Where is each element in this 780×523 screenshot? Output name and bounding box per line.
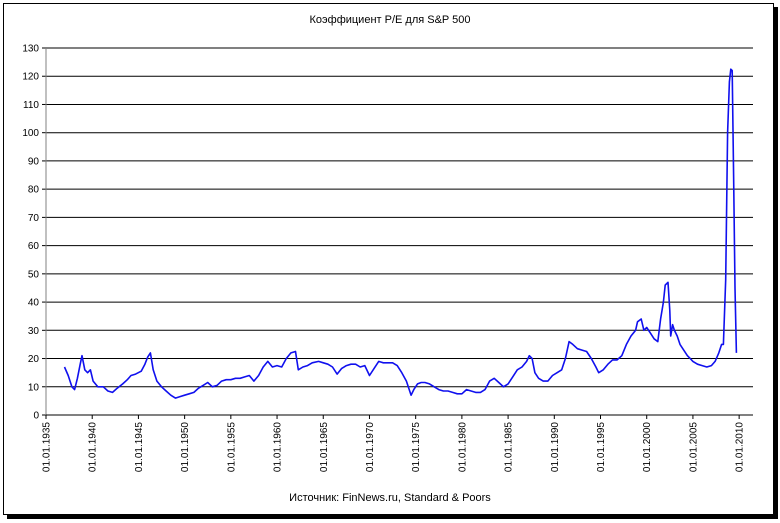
x-tick-label: 01.01.1975 bbox=[411, 422, 422, 472]
y-tick-label: 20 bbox=[28, 354, 40, 365]
x-tick-label: 01.01.1995 bbox=[596, 422, 607, 472]
y-tick-label: 40 bbox=[28, 298, 40, 309]
x-tick-label: 01.01.1950 bbox=[180, 422, 191, 472]
y-tick-label: 80 bbox=[28, 185, 40, 196]
chart-frame bbox=[3, 3, 774, 515]
x-tick-label: 01.01.1985 bbox=[504, 422, 515, 472]
y-tick-label: 100 bbox=[22, 128, 39, 139]
x-tick-label: 01.01.1960 bbox=[273, 422, 284, 472]
x-tick-label: 01.01.1955 bbox=[226, 422, 237, 472]
y-tick-label: 130 bbox=[22, 44, 39, 55]
chart-title: Коэффициент P/E для S&P 500 bbox=[309, 14, 471, 26]
y-tick-label: 50 bbox=[28, 269, 40, 280]
y-tick-label: 90 bbox=[28, 156, 40, 167]
y-tick-label: 70 bbox=[28, 213, 40, 224]
y-tick-label: 10 bbox=[28, 382, 40, 393]
gridlines bbox=[46, 47, 753, 388]
x-tick-label: 01.01.1980 bbox=[457, 422, 468, 472]
y-axis: 0 10 20 30 40 50 60 70 80 90 100 110 120 130 bbox=[22, 44, 47, 422]
x-tick-label: 01.01.1965 bbox=[319, 422, 330, 472]
x-tick-label: 01.01.1940 bbox=[88, 422, 99, 472]
y-tick-label: 0 bbox=[33, 411, 39, 422]
y-tick-label: 110 bbox=[23, 100, 39, 111]
x-tick-label: 01.01.2005 bbox=[688, 422, 699, 472]
x-tick-label: 01.01.2000 bbox=[642, 422, 653, 472]
y-tick-label: 120 bbox=[22, 72, 39, 83]
x-tick-label: 01.01.1935 bbox=[42, 422, 53, 472]
x-tick-label: 01.01.1990 bbox=[550, 422, 561, 472]
y-tick-label: 60 bbox=[28, 241, 40, 252]
x-tick-label: 01.01.1970 bbox=[365, 422, 376, 472]
x-axis: 01.01.1935 01.01.1940 01.01.1945 01.01.1950… bbox=[42, 414, 753, 472]
x-tick-label: 01.01.1945 bbox=[134, 422, 145, 472]
plot-area bbox=[63, 68, 738, 399]
chart-source: Источник: FinNews.ru, Standard & Poors bbox=[289, 492, 491, 504]
x-tick-label: 01.01.2010 bbox=[735, 422, 746, 472]
series-line bbox=[63, 68, 738, 399]
y-tick-label: 30 bbox=[28, 326, 40, 337]
